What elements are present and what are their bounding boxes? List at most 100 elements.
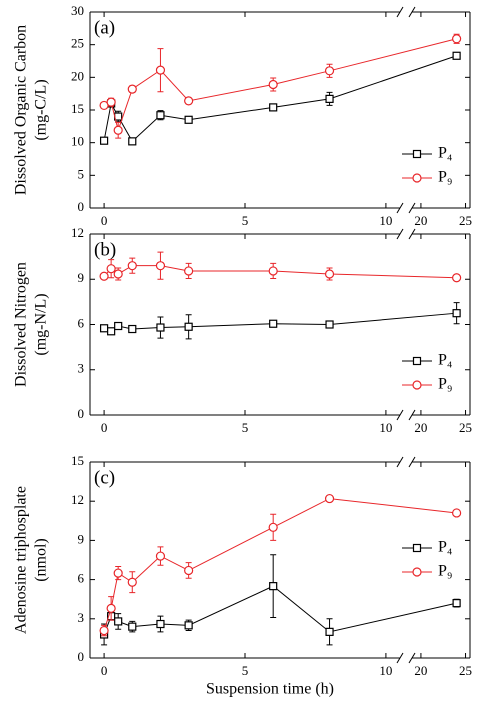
- marker: [452, 599, 461, 608]
- y-tick-label: 6: [78, 571, 85, 586]
- marker: [452, 309, 461, 318]
- marker: [184, 115, 193, 124]
- marker: [99, 271, 109, 281]
- y-tick-label: 30: [71, 3, 84, 18]
- x-tick-label: 0: [101, 213, 108, 228]
- y-axis-label: (mg-N/L): [33, 293, 50, 355]
- y-tick-label: 10: [71, 134, 84, 149]
- legend-label: P₄: [438, 145, 453, 162]
- y-tick-label: 0: [78, 649, 85, 664]
- axis-break: [396, 652, 404, 664]
- marker: [155, 65, 166, 75]
- marker: [127, 84, 137, 94]
- x-tick-label: 5: [242, 663, 249, 678]
- x-tick-label: 10: [379, 213, 392, 228]
- y-tick-label: 12: [71, 492, 84, 507]
- axis-break: [396, 409, 404, 421]
- marker: [128, 622, 137, 631]
- marker: [107, 327, 116, 336]
- marker: [184, 565, 194, 576]
- marker: [268, 79, 278, 90]
- x-tick-label: 10: [379, 420, 392, 435]
- axis-break: [396, 228, 404, 240]
- x-tick-label: 0: [101, 420, 108, 435]
- y-tick-label: 20: [71, 68, 84, 83]
- x-tick-label: 20: [414, 663, 427, 678]
- y-axis-label: (nmol): [33, 538, 50, 582]
- marker: [452, 34, 462, 44]
- y-tick-label: 0: [78, 199, 85, 214]
- x-tick-label: 0: [101, 663, 108, 678]
- series-line: [103, 498, 457, 631]
- y-tick-label: 9: [78, 531, 85, 546]
- axis-break: [408, 456, 416, 468]
- marker: [155, 551, 166, 561]
- marker: [127, 261, 137, 271]
- marker: [99, 625, 109, 636]
- marker: [324, 269, 335, 279]
- y-tick-label: 6: [78, 315, 85, 330]
- marker: [155, 261, 166, 271]
- y-axis-label: (mg-C/L): [33, 79, 50, 140]
- marker: [128, 137, 137, 146]
- y-tick-label: 3: [78, 361, 85, 376]
- marker: [324, 66, 335, 76]
- marker: [325, 320, 334, 329]
- x-tick-label: 25: [459, 213, 472, 228]
- x-tick-label: 20: [414, 213, 427, 228]
- marker: [184, 322, 193, 331]
- y-tick-label: 15: [71, 453, 84, 468]
- axis-break: [408, 228, 416, 240]
- y-axis-label: Dissolved Organic Carbon: [13, 25, 30, 195]
- marker: [268, 522, 278, 532]
- x-tick-label: 5: [242, 213, 249, 228]
- axis-break: [408, 202, 416, 214]
- axis-break: [408, 409, 416, 421]
- marker: [184, 96, 194, 106]
- marker: [156, 619, 165, 629]
- legend-label: P₄: [438, 539, 453, 556]
- y-tick-label: 5: [78, 166, 85, 181]
- y-tick-label: 3: [78, 610, 85, 625]
- marker: [412, 173, 422, 183]
- axis-break: [396, 456, 404, 468]
- marker: [412, 543, 422, 553]
- marker: [128, 324, 137, 334]
- marker: [324, 493, 335, 504]
- marker: [99, 136, 109, 145]
- marker: [452, 51, 461, 60]
- marker: [452, 273, 462, 283]
- marker: [127, 577, 137, 587]
- marker: [113, 568, 123, 578]
- legend-label: P₉: [438, 169, 452, 186]
- y-tick-label: 0: [78, 406, 85, 421]
- marker: [269, 103, 278, 112]
- marker: [412, 356, 422, 366]
- marker: [325, 94, 334, 103]
- y-tick-label: 25: [71, 36, 84, 51]
- panel-label: (a): [94, 17, 115, 38]
- panel-label: (c): [94, 467, 115, 488]
- y-axis-label: Adenosine triphosplate: [13, 486, 30, 634]
- marker: [113, 125, 123, 135]
- y-axis-label: Dissolved Nitrogen: [13, 262, 30, 387]
- marker: [156, 323, 165, 332]
- marker: [114, 321, 123, 331]
- marker: [114, 617, 123, 626]
- x-tick-label: 10: [379, 663, 392, 678]
- marker: [184, 621, 193, 630]
- axis-break: [396, 202, 404, 214]
- x-tick-label: 25: [459, 420, 472, 435]
- marker: [412, 380, 422, 390]
- marker: [412, 149, 422, 159]
- marker: [268, 266, 278, 276]
- marker: [106, 97, 116, 107]
- x-tick-label: 20: [414, 420, 427, 435]
- axis-break: [396, 6, 404, 18]
- marker: [325, 627, 334, 636]
- marker: [184, 266, 194, 276]
- x-tick-label: 5: [242, 420, 249, 435]
- marker: [269, 319, 278, 328]
- y-tick-label: 15: [71, 101, 84, 116]
